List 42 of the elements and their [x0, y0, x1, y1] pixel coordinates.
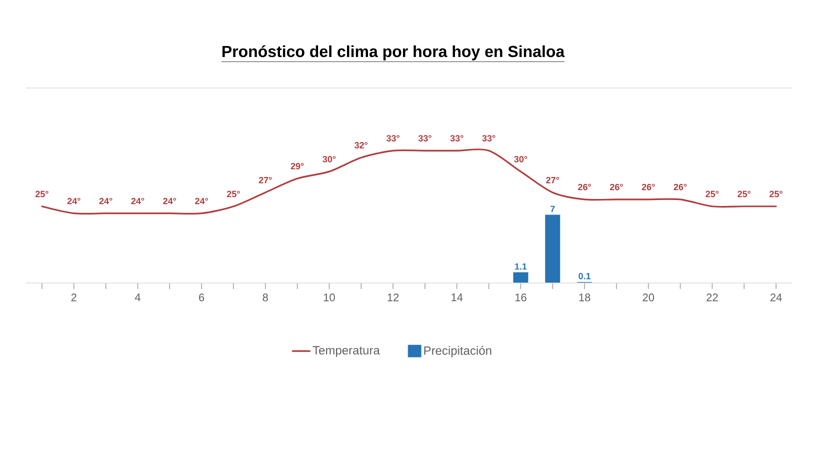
data-label: 29°: [290, 162, 304, 170]
x-tick-label: 20: [642, 294, 654, 302]
data-label: 24°: [195, 198, 208, 204]
x-tick-label: 4: [134, 294, 140, 302]
legend-label: Precipitación: [424, 346, 492, 358]
x-tick-label: 10: [324, 294, 335, 302]
x-tick-label: 16: [515, 294, 526, 302]
x-tick-label: 2: [71, 294, 76, 302]
data-label: 24°: [67, 198, 80, 204]
data-label: 25°: [226, 190, 240, 198]
x-tick-label: 12: [388, 294, 399, 302]
data-label: 25°: [35, 190, 48, 198]
data-label: 27°: [258, 176, 272, 184]
data-label: 1.1: [515, 263, 527, 270]
chart-title: Pronóstico del clima por hora hoy en Sinaloa: [222, 45, 565, 60]
data-label: 33°: [482, 135, 496, 142]
data-label: 25°: [770, 190, 782, 198]
data-label: 24°: [99, 198, 112, 204]
data-label: 30°: [322, 156, 336, 162]
data-label: 26°: [674, 184, 687, 190]
x-tick-label: 14: [452, 294, 463, 302]
data-label: 26°: [642, 184, 655, 190]
x-tick-label: 6: [199, 294, 204, 302]
x-tick-label: 22: [706, 294, 718, 302]
data-label: 0.1: [578, 272, 591, 280]
legend-label: Temperatura: [312, 346, 380, 357]
x-tick-label: 18: [579, 294, 590, 302]
data-label: 24°: [131, 198, 144, 204]
data-label: 33°: [450, 135, 464, 142]
data-label: 30°: [514, 156, 528, 162]
data-label: 33°: [418, 135, 432, 142]
data-label: 32°: [354, 142, 368, 148]
data-label: 33°: [386, 135, 400, 142]
x-tick-label: 24: [770, 294, 782, 302]
data-label: 24°: [163, 198, 176, 204]
data-label: 26°: [610, 184, 623, 190]
data-label: 25°: [738, 190, 751, 198]
data-label: 25°: [706, 190, 719, 198]
data-label: 26°: [578, 184, 591, 190]
data-label: 27°: [546, 176, 560, 184]
data-label: 7: [550, 206, 555, 212]
x-tick-label: 8: [262, 294, 268, 302]
